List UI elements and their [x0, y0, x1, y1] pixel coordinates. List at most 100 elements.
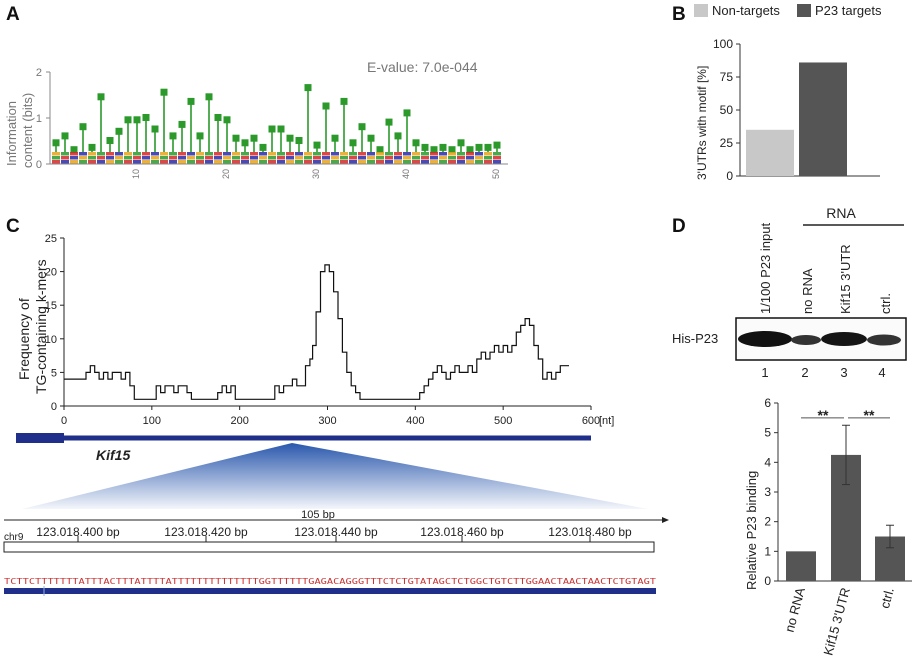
window-ruler-arrow [662, 517, 669, 523]
motif-letter-stack [169, 160, 177, 164]
c-ytick-label: 15 [45, 300, 57, 312]
motif-letter-stack [484, 152, 492, 156]
motif-ytick-label: 1 [36, 113, 42, 125]
motif-position-cap [70, 146, 78, 154]
motif-position-cap [421, 143, 429, 151]
motif-letter-stack [160, 152, 168, 156]
motif-position-cap [376, 146, 384, 154]
motif-position-cap [340, 97, 348, 105]
lane-label: 1/100 P23 input [758, 223, 773, 314]
motif-letter-stack [349, 160, 357, 164]
panel-b: B Non-targets P23 targets 3'UTRs with mo… [672, 3, 882, 183]
motif-position-cap [214, 114, 222, 121]
motif-position-cap [115, 127, 123, 135]
motif-ylabel-line2: content (bits) [20, 93, 35, 168]
motif-position-cap [88, 143, 96, 151]
motif-letter-stack [421, 160, 429, 164]
motif-position-cap [493, 141, 501, 149]
motif-letter-stack [178, 152, 186, 156]
motif-letter-stack [232, 160, 240, 164]
window-size: 105 bp [301, 509, 335, 521]
motif-letter-stack [169, 156, 177, 160]
motif-letter-stack [484, 156, 492, 160]
blot-band-2 [791, 335, 821, 345]
motif-letter-stack [403, 156, 411, 160]
motif-letter-stack [250, 160, 258, 164]
motif-letter-stack [259, 160, 267, 164]
lane-label: ctrl. [878, 293, 893, 314]
motif-letter-stack [394, 160, 402, 164]
motif-letter-stack [466, 152, 474, 156]
motif-letter-stack [97, 152, 105, 156]
motif-letter-stack [385, 160, 393, 164]
motif-position-cap [448, 146, 456, 154]
motif-position-cap [61, 132, 69, 140]
motif-letter-stack [160, 160, 168, 164]
motif-position-cap [313, 141, 321, 149]
motif-position-cap [412, 139, 420, 147]
motif-letter-stack [70, 156, 78, 160]
motif-position-cap [268, 125, 276, 133]
coord-label: 123.018.440 bp [294, 525, 378, 539]
panel-a-label: A [6, 4, 20, 25]
motif-letter-stack [70, 160, 78, 164]
lane-number: 2 [801, 365, 808, 380]
c-xtick-label: 300 [318, 415, 336, 427]
legend-nontargets: Non-targets [712, 3, 780, 18]
coord-label: 123.018.400 bp [36, 525, 120, 539]
b-bar-nontargets [746, 129, 794, 176]
motif-letter-stack [448, 160, 456, 164]
motif-letter-stack [232, 152, 240, 156]
motif-position-cap [385, 118, 393, 126]
motif-position-cap [52, 139, 60, 147]
motif-letter-stack [88, 160, 96, 164]
motif-letter-stack [178, 156, 186, 160]
legend-swatch-p23targets [797, 4, 811, 17]
motif-letter-stack [196, 152, 204, 156]
lane-label: Kif15 3'UTR [838, 244, 853, 314]
d-category-label: no RNA [782, 586, 808, 634]
motif-letter-stack [160, 156, 168, 160]
motif-letter-stack [493, 156, 501, 160]
motif-letter-stack [475, 156, 483, 160]
motif-xtick-label: 50 [491, 169, 501, 179]
coord-label: 123.018.420 bp [164, 525, 248, 539]
panel-d: D RNA 1/100 P23 input no RNA Kif15 3'UTR ct… [672, 205, 912, 657]
motif-position-cap [223, 116, 231, 124]
motif-letter-stack [88, 152, 96, 156]
motif-position-cap [286, 134, 294, 142]
motif-letter-stack [250, 152, 258, 156]
motif-letter-stack [61, 152, 69, 156]
blot-band-3 [821, 332, 867, 346]
motif-letter-stack [394, 156, 402, 160]
motif-position-cap [160, 88, 168, 96]
d-sig-star: ** [818, 407, 829, 423]
motif-position-cap [79, 123, 87, 131]
motif-position-cap [151, 125, 159, 133]
motif-letter-stack [439, 160, 447, 164]
motif-position-cap [430, 146, 438, 154]
motif-xtick-label: 40 [401, 169, 411, 179]
motif-letter-stack [349, 156, 357, 160]
motif-letter-stack [430, 156, 438, 160]
motif-letter-stack [124, 156, 132, 160]
motif-letter-stack [466, 156, 474, 160]
motif-letter-stack [313, 160, 321, 164]
d-ylabel: Relative P23 binding [744, 471, 759, 590]
blot-band-4 [867, 334, 901, 346]
lane-number: 1 [761, 365, 768, 380]
motif-letter-stack [268, 160, 276, 164]
motif-xtick-label: 30 [311, 169, 321, 179]
motif-letter-stack [358, 156, 366, 160]
motif-position-cap [295, 137, 303, 144]
motif-position-cap [403, 109, 411, 117]
motif-letter-stack [358, 152, 366, 156]
d-category-label: Kif15 3'UTR [820, 586, 853, 657]
motif-evalue: E-value: 7.0e-044 [367, 59, 478, 75]
motif-position-cap [367, 134, 375, 142]
motif-letter-stack [79, 160, 87, 164]
motif-letter-stack [106, 160, 114, 164]
lane-label: no RNA [800, 268, 815, 314]
motif-letter-stack [115, 152, 123, 156]
kif15-gene-track [64, 435, 591, 441]
